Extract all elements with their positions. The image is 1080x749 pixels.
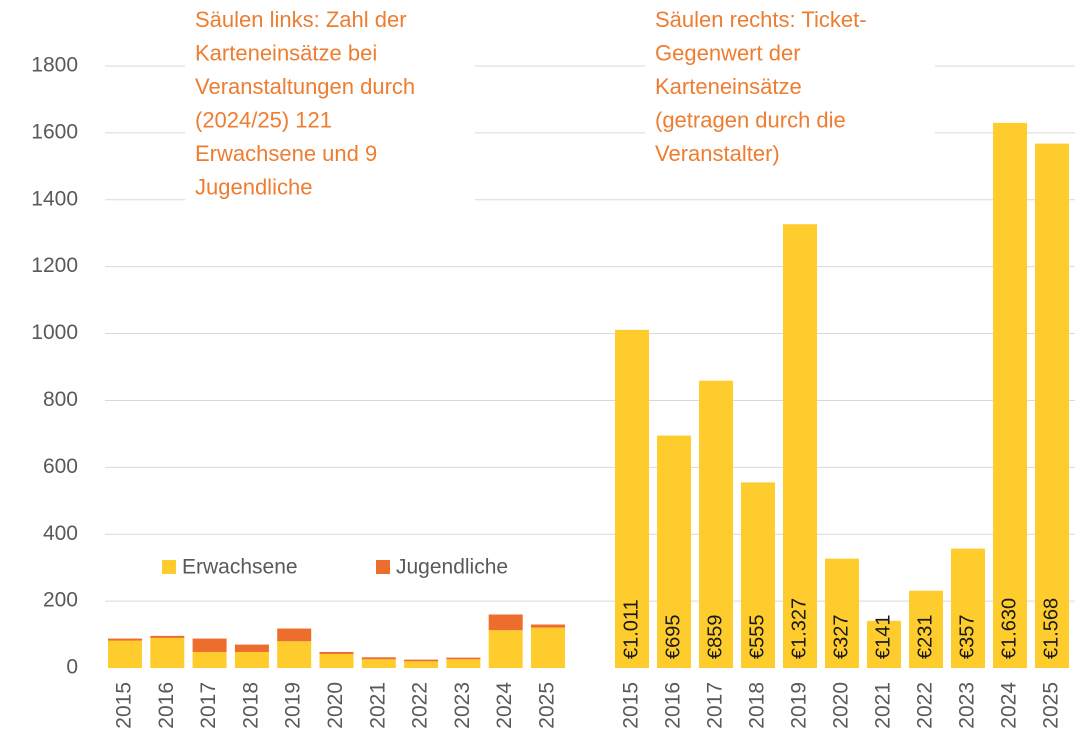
bar-segment bbox=[319, 651, 354, 654]
annotation: Jugendliche bbox=[195, 174, 312, 199]
x-tick-label: 2019 bbox=[282, 682, 305, 729]
bar-segment bbox=[234, 651, 269, 668]
y-tick-label: 1600 bbox=[31, 120, 78, 143]
bar-segment bbox=[446, 657, 481, 660]
annotation: Säulen links: Zahl der bbox=[195, 7, 407, 32]
bar-segment bbox=[319, 653, 354, 668]
annotation: Erwachsene und 9 bbox=[195, 141, 377, 166]
bar-segment bbox=[531, 627, 565, 668]
bar bbox=[783, 224, 817, 669]
x-tick-label: 2025 bbox=[1040, 682, 1063, 729]
annotation: Karteneinsätze bbox=[655, 74, 802, 99]
bar bbox=[825, 558, 859, 668]
x-tick-label: 2016 bbox=[662, 682, 685, 729]
bar-segment bbox=[277, 628, 312, 642]
x-tick-label: 2018 bbox=[239, 682, 262, 729]
bar bbox=[741, 482, 775, 668]
y-tick-label: 400 bbox=[43, 522, 78, 545]
annotation-background bbox=[645, 0, 935, 188]
x-tick-label: 2020 bbox=[324, 682, 347, 729]
bar-segment bbox=[361, 659, 396, 668]
x-tick-label: 2022 bbox=[914, 682, 937, 729]
bar-segment bbox=[108, 638, 142, 641]
x-tick-label: 2024 bbox=[998, 682, 1021, 729]
x-tick-label: 2020 bbox=[830, 682, 853, 729]
bar-segment bbox=[361, 657, 396, 660]
bar-segment bbox=[192, 638, 227, 652]
bar bbox=[615, 329, 649, 668]
annotation: Veranstaltungen durch bbox=[195, 74, 415, 99]
annotation-background bbox=[185, 0, 475, 221]
value-label: €1.568 bbox=[1040, 598, 1062, 659]
value-label: €555 bbox=[746, 615, 768, 660]
x-tick-label: 2019 bbox=[788, 682, 811, 729]
bar-segment bbox=[404, 659, 439, 662]
x-tick-label: 2017 bbox=[197, 682, 220, 729]
bar bbox=[699, 380, 733, 668]
legend-swatch bbox=[376, 560, 390, 574]
bar-segment bbox=[531, 624, 565, 628]
y-tick-label: 200 bbox=[43, 589, 78, 612]
annotation: Veranstalter) bbox=[655, 141, 780, 166]
legend-swatch bbox=[162, 560, 176, 574]
value-label: €231 bbox=[914, 615, 936, 660]
x-tick-label: 2021 bbox=[366, 682, 389, 729]
y-tick-label: 1200 bbox=[31, 254, 78, 277]
bar bbox=[909, 590, 943, 668]
bar-segment bbox=[150, 637, 185, 668]
bar-segment bbox=[488, 630, 523, 668]
legend-label: Jugendliche bbox=[396, 556, 508, 579]
y-tick-label: 1400 bbox=[31, 187, 78, 210]
y-tick-label: 1000 bbox=[31, 321, 78, 344]
value-label: €1.630 bbox=[998, 598, 1020, 659]
bar-segment bbox=[108, 640, 142, 668]
annotation: (getragen durch die bbox=[655, 107, 846, 132]
value-label: €141 bbox=[872, 615, 894, 660]
bar-segment bbox=[192, 651, 227, 668]
x-tick-label: 2022 bbox=[409, 682, 432, 729]
x-tick-label: 2025 bbox=[536, 682, 559, 729]
bar-segment bbox=[446, 659, 481, 668]
y-tick-label: 800 bbox=[43, 388, 78, 411]
bar-segment bbox=[404, 661, 439, 668]
x-tick-label: 2023 bbox=[956, 682, 979, 729]
bar bbox=[993, 122, 1027, 669]
x-tick-label: 2016 bbox=[155, 682, 178, 729]
bar-segment bbox=[488, 614, 523, 631]
bar-segment bbox=[234, 644, 269, 652]
y-tick-label: 1800 bbox=[31, 54, 78, 77]
value-label: €357 bbox=[956, 615, 978, 660]
value-label: €859 bbox=[704, 615, 726, 660]
legend-label: Erwachsene bbox=[182, 556, 298, 579]
x-tick-label: 2023 bbox=[451, 682, 474, 729]
value-label: €1.011 bbox=[620, 599, 642, 659]
annotation: Gegenwert der bbox=[655, 40, 801, 65]
value-label: €327 bbox=[830, 615, 852, 660]
bar-segment bbox=[150, 635, 185, 638]
annotation: Säulen rechts: Ticket- bbox=[655, 7, 867, 32]
bar bbox=[867, 620, 901, 668]
y-tick-label: 600 bbox=[43, 455, 78, 478]
x-tick-label: 2015 bbox=[113, 682, 136, 729]
annotation: (2024/25) 121 bbox=[195, 107, 332, 132]
value-label: €695 bbox=[662, 615, 684, 660]
y-tick-label: 0 bbox=[66, 656, 78, 679]
x-tick-label: 2017 bbox=[704, 682, 727, 729]
x-tick-label: 2018 bbox=[746, 682, 769, 729]
annotation: Karteneinsätze bei bbox=[195, 40, 377, 65]
bar-segment bbox=[277, 641, 312, 668]
value-label: €1.327 bbox=[788, 598, 810, 659]
x-tick-label: 2021 bbox=[872, 682, 895, 729]
x-tick-label: 2015 bbox=[620, 682, 643, 729]
bar bbox=[1035, 143, 1069, 668]
x-tick-label: 2024 bbox=[493, 682, 516, 729]
bar bbox=[657, 435, 691, 668]
bar bbox=[951, 548, 985, 668]
